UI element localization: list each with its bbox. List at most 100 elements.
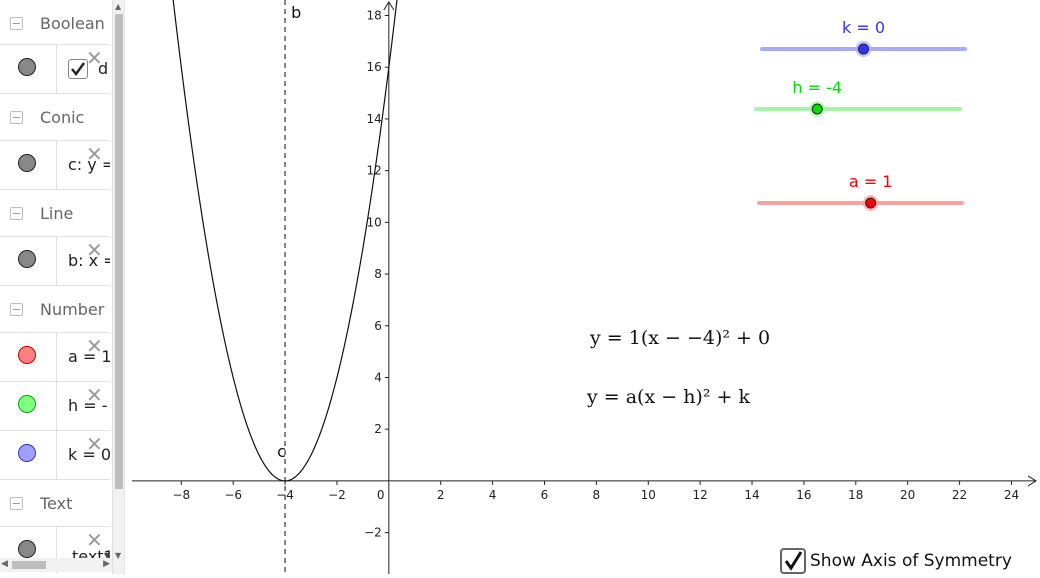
dropdown-arrow-icon[interactable]: ▼	[104, 551, 110, 560]
y-tick-label: 12	[367, 164, 382, 178]
close-icon[interactable]: ✕	[86, 528, 103, 552]
marble-cell	[0, 333, 57, 381]
conic-label-c: c	[277, 442, 286, 461]
visibility-marble-icon[interactable]	[18, 346, 36, 364]
algebra-item-c[interactable]: c: y = ✕	[0, 141, 110, 190]
group-header-line[interactable]: Line	[0, 190, 110, 237]
graphics-view[interactable]: −8 −6 −4 −2 0 2 4 6 8 10 12 14 16 18 20 22 24 −2 2 4 6 8 10 12…	[132, 0, 1040, 574]
y-axis-arrow-icon	[383, 1, 395, 11]
marble-cell	[0, 431, 57, 479]
close-icon[interactable]: ✕	[86, 334, 103, 358]
y-tick-label: 8	[374, 267, 382, 281]
collapse-icon[interactable]	[10, 111, 23, 124]
scroll-up-icon[interactable]: ▲	[115, 2, 122, 11]
marble-cell	[0, 237, 57, 285]
algebra-item-text: b: x =	[68, 251, 110, 270]
x-axis-arrow-icon	[1027, 475, 1037, 487]
y-tick-label: 10	[367, 215, 382, 229]
x-tick-label: 24	[1004, 488, 1019, 502]
close-icon[interactable]: ✕	[86, 432, 103, 456]
x-tick-label: −4	[276, 488, 294, 502]
slider-knob[interactable]	[811, 103, 823, 115]
close-icon[interactable]: ✕	[86, 142, 103, 166]
scroll-right-icon[interactable]: ▶	[103, 559, 110, 569]
x-tick-label: 0	[377, 488, 385, 502]
group-label: Line	[40, 204, 74, 223]
algebra-item-h[interactable]: h = - ✕	[0, 382, 110, 431]
x-tick-label: −8	[172, 488, 190, 502]
equation-general: y = a(x − h)² + k	[586, 386, 750, 408]
x-tick-label: 14	[744, 488, 759, 502]
collapse-icon[interactable]	[10, 303, 23, 316]
scroll-thumb[interactable]	[115, 14, 123, 489]
x-tick-label: 10	[641, 488, 656, 502]
collapse-icon[interactable]	[10, 17, 23, 30]
slider-label: k = 0	[842, 18, 885, 37]
slider-k[interactable]: k = 0	[760, 18, 967, 57]
x-tick-label: 16	[796, 488, 811, 502]
algebra-panel: Boolean d ✕ Conic c: y = ✕ Line	[0, 0, 124, 574]
algebra-item-d[interactable]: d ✕	[0, 45, 110, 94]
graphics-canvas[interactable]: −8 −6 −4 −2 0 2 4 6 8 10 12 14 16 18 20 22 24 −224681012…	[132, 0, 1040, 574]
algebra-item-text: k = 0	[68, 445, 110, 464]
y-tick-label: 18	[367, 9, 382, 23]
panel-divider[interactable]	[124, 0, 133, 574]
algebra-item-b[interactable]: b: x = ✕	[0, 237, 110, 286]
y-tick-label: 2	[374, 422, 382, 436]
y-tick-label: 16	[367, 60, 382, 74]
visibility-marble-icon[interactable]	[18, 540, 36, 558]
group-header-number[interactable]: Number	[0, 286, 110, 333]
algebra-horizontal-scrollbar[interactable]: ◀ ▶	[0, 558, 112, 572]
visibility-marble-icon[interactable]	[18, 395, 36, 413]
collapse-icon[interactable]	[10, 207, 23, 220]
x-tick-label: 20	[900, 488, 915, 502]
algebra-item-k[interactable]: k = 0 ✕	[0, 431, 110, 480]
show-axis-checkbox-label[interactable]: Show Axis of Symmetry	[810, 551, 1012, 571]
group-header-conic[interactable]: Conic	[0, 94, 110, 141]
group-header-text[interactable]: Text	[0, 480, 110, 527]
algebra-item-text: a = 1	[68, 347, 110, 366]
scroll-down-icon[interactable]: ▼	[115, 551, 122, 560]
x-tick-label: 12	[693, 488, 708, 502]
line-label-b: b	[291, 3, 301, 22]
slider-h[interactable]: h = -4	[754, 78, 962, 117]
y-axis-ticks: −2 2 4 6 8 10 12 14 16 18	[364, 9, 389, 540]
group-header-boolean[interactable]: Boolean	[0, 0, 110, 45]
x-tick-label: 8	[593, 488, 601, 502]
slider-knob[interactable]	[865, 197, 877, 209]
marble-cell	[0, 382, 57, 430]
algebra-vertical-scrollbar[interactable]: ▲ ▼	[112, 0, 124, 574]
scroll-left-icon[interactable]: ◀	[1, 559, 8, 569]
algebra-item-a[interactable]: a = 1 ✕	[0, 333, 110, 382]
group-label: Conic	[40, 108, 85, 127]
x-axis-ticks: −8 −6 −4 −2 0 2 4 6 8 10 12 14 16 18 20 22 24	[172, 480, 1019, 502]
algebra-item-text: h = -	[68, 396, 108, 415]
x-tick-label: −2	[328, 488, 346, 502]
checkmark-icon	[71, 62, 86, 77]
group-label: Boolean	[40, 14, 105, 33]
equation-specific: y = 1(x − −4)² + 0	[589, 327, 770, 349]
close-icon[interactable]: ✕	[86, 46, 103, 70]
close-icon[interactable]: ✕	[86, 238, 103, 262]
slider-knob[interactable]	[858, 43, 869, 55]
x-tick-label: 22	[952, 488, 967, 502]
y-tick-label: 14	[367, 112, 382, 126]
x-tick-label: −6	[224, 488, 242, 502]
visibility-marble-icon[interactable]	[18, 250, 36, 268]
algebra-list: Boolean d ✕ Conic c: y = ✕ Line	[0, 0, 110, 574]
visibility-marble-icon[interactable]	[18, 154, 36, 172]
show-axis-checkbox[interactable]	[780, 548, 806, 574]
marble-cell	[0, 141, 57, 189]
visibility-marble-icon[interactable]	[18, 444, 36, 462]
parabola-curve[interactable]	[171, 0, 399, 482]
boolean-checkbox[interactable]	[68, 59, 88, 79]
visibility-marble-icon[interactable]	[18, 58, 36, 76]
x-tick-label: 2	[437, 488, 445, 502]
scroll-thumb[interactable]	[12, 561, 46, 569]
y-tick-label: 4	[374, 370, 382, 384]
slider-a[interactable]: a = 1	[757, 172, 964, 211]
algebra-item-text: c: y =	[68, 155, 110, 174]
x-tick-label: 6	[541, 488, 549, 502]
close-icon[interactable]: ✕	[86, 383, 103, 407]
collapse-icon[interactable]	[10, 497, 23, 510]
